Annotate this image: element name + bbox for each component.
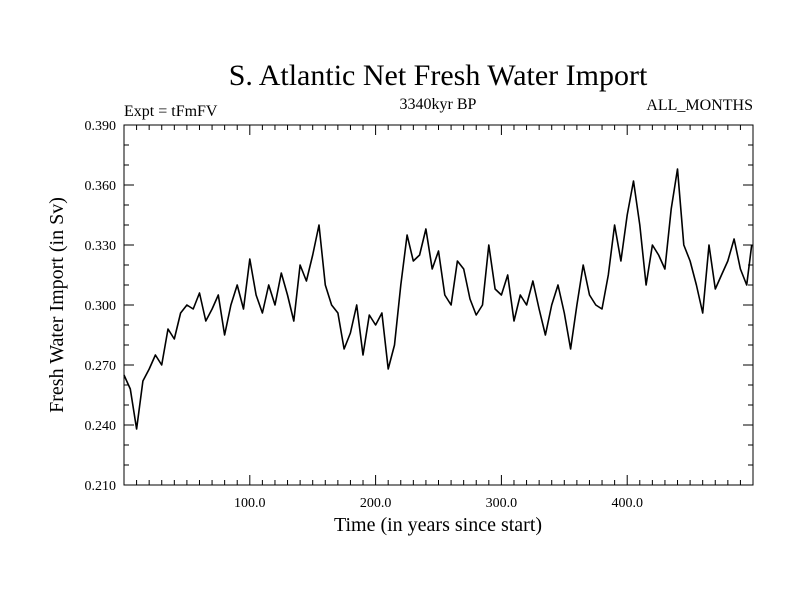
x-tick-label: 100.0 <box>234 496 266 511</box>
x-tick-label: 200.0 <box>360 496 392 511</box>
series-layer <box>123 168 753 430</box>
y-tick-label: 0.330 <box>85 239 117 254</box>
chart-title: S. Atlantic Net Fresh Water Import <box>229 59 648 92</box>
months-label: ALL_MONTHS <box>646 97 753 114</box>
experiment-label: Expt = tFmFV <box>124 103 218 120</box>
y-axis-label: Fresh Water Import (in Sv) <box>46 197 68 413</box>
x-tick-label: 300.0 <box>486 496 518 511</box>
plot-frame <box>123 124 754 486</box>
y-tick-label: 0.390 <box>85 119 117 134</box>
period-label: 3340kyr BP <box>400 96 477 113</box>
y-tick-label: 0.210 <box>85 479 117 494</box>
series-line-fresh-water-import <box>123 168 753 430</box>
x-axis-label: Time (in years since start) <box>334 514 542 536</box>
y-tick-label: 0.270 <box>85 359 117 374</box>
x-tick-label: 400.0 <box>611 496 643 511</box>
tick-labels: 100.0 200.0 300.0 400.0 0.210 0.240 0.270 0.300… <box>85 119 643 511</box>
y-tick-label: 0.300 <box>85 299 117 314</box>
y-tick-label: 0.360 <box>85 179 117 194</box>
y-tick-label: 0.240 <box>85 419 117 434</box>
axis-ticks <box>124 125 753 485</box>
